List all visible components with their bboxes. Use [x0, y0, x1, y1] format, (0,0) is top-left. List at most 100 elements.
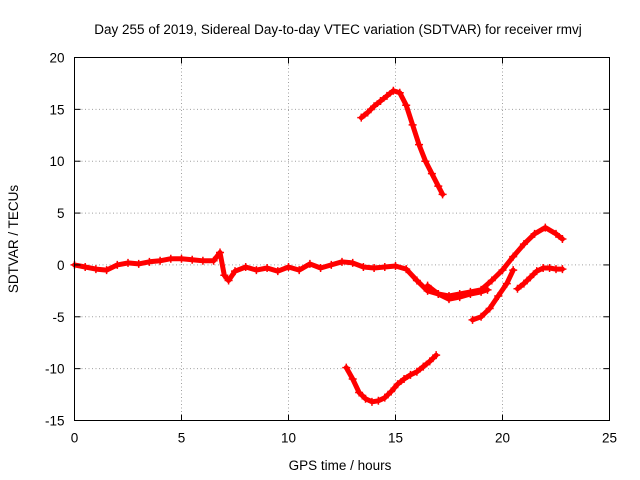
data-point: [519, 279, 528, 288]
data-point: [198, 256, 207, 265]
data-point: [526, 273, 535, 282]
data-point: [387, 387, 396, 396]
data-point: [391, 261, 400, 270]
axis-ticks: [74, 57, 610, 421]
data-point: [342, 363, 351, 372]
data-point: [485, 304, 494, 313]
y-tick-label: 0: [57, 258, 65, 273]
data-point: [412, 276, 421, 285]
data-point: [487, 276, 496, 285]
y-tick-label: 5: [57, 206, 65, 221]
data-point: [224, 276, 233, 285]
data-point: [188, 255, 197, 264]
y-tick-label: -15: [45, 414, 65, 429]
data-point: [376, 97, 385, 106]
x-tick-label: 15: [388, 431, 403, 446]
data-point: [220, 271, 229, 280]
data-point: [134, 259, 143, 268]
data-point: [348, 375, 357, 384]
data-point: [102, 266, 111, 275]
y-tick-label: -5: [52, 310, 64, 325]
data-point: [455, 293, 464, 302]
x-tick-label: 0: [71, 431, 79, 446]
data-point: [483, 285, 492, 294]
data-point: [558, 265, 567, 274]
data-point: [530, 229, 539, 238]
data-point: [402, 265, 411, 274]
data-point: [423, 281, 432, 290]
data-point: [468, 315, 477, 324]
data-point: [91, 265, 100, 274]
data-point: [393, 380, 402, 389]
x-tick-labels: 0 5 10 15 20 25: [71, 431, 617, 446]
data-point: [532, 267, 541, 276]
data-point: [415, 140, 424, 149]
data-point: [231, 267, 239, 276]
data-point: [513, 284, 522, 293]
data-point: [432, 351, 441, 360]
y-tick-label: 20: [49, 51, 64, 66]
data-point: [124, 258, 132, 267]
x-tick-label: 10: [281, 431, 296, 446]
x-axis-title: GPS time / hours: [289, 458, 392, 473]
x-tick-label: 5: [178, 431, 186, 446]
data-point: [509, 266, 518, 275]
data-point: [434, 182, 443, 191]
data-point: [395, 88, 404, 97]
data-point: [382, 91, 391, 100]
data-point: [363, 108, 372, 117]
data-point: [374, 396, 383, 405]
grid-lines: [74, 57, 610, 421]
data-point: [209, 256, 218, 265]
data-point: [509, 252, 518, 261]
data-point: [327, 260, 336, 269]
data-point: [477, 312, 486, 321]
data-point: [380, 263, 389, 272]
plot-frame: [74, 57, 610, 421]
data-point: [541, 223, 550, 232]
data-point: [81, 263, 90, 272]
data-point: [502, 279, 511, 288]
y-axis-title: SDTVAR / TECUs: [6, 185, 21, 294]
data-point: [316, 264, 325, 273]
data-point: [419, 362, 428, 371]
data-point: [263, 264, 272, 273]
data-point: [445, 295, 453, 304]
data-traces: [70, 86, 567, 406]
data-point: [338, 257, 346, 266]
data-point: [370, 102, 379, 111]
data-point: [494, 292, 503, 301]
data-point: [498, 266, 507, 275]
data-point: [545, 264, 554, 273]
data-point: [216, 248, 225, 257]
data-point: [408, 120, 417, 129]
data-point: [412, 367, 421, 376]
data-point: [359, 263, 368, 272]
data-point: [466, 289, 475, 298]
data-point: [166, 254, 175, 263]
data-point: [370, 264, 379, 273]
x-tick-label: 20: [495, 431, 510, 446]
data-point: [438, 190, 447, 199]
y-tick-labels: -15 -10 -5 0 5 10 15 20: [45, 51, 65, 429]
data-point: [402, 101, 411, 110]
x-tick-label: 25: [602, 431, 617, 446]
data-point: [284, 263, 293, 272]
data-point: [357, 113, 366, 122]
data-point: [241, 263, 250, 272]
data-point: [558, 235, 567, 243]
data-point: [177, 254, 186, 263]
data-point: [348, 258, 357, 267]
data-point: [427, 169, 436, 178]
data-point: [156, 256, 165, 265]
chart-title: Day 255 of 2019, Sidereal Day-to-day VTE…: [94, 22, 581, 37]
data-point: [380, 393, 389, 402]
data-point: [434, 289, 443, 298]
data-point: [295, 266, 304, 275]
data-point: [425, 357, 434, 366]
data-point: [355, 388, 364, 397]
data-point: [552, 229, 560, 238]
data-point: [389, 86, 398, 95]
data-point: [305, 259, 314, 268]
